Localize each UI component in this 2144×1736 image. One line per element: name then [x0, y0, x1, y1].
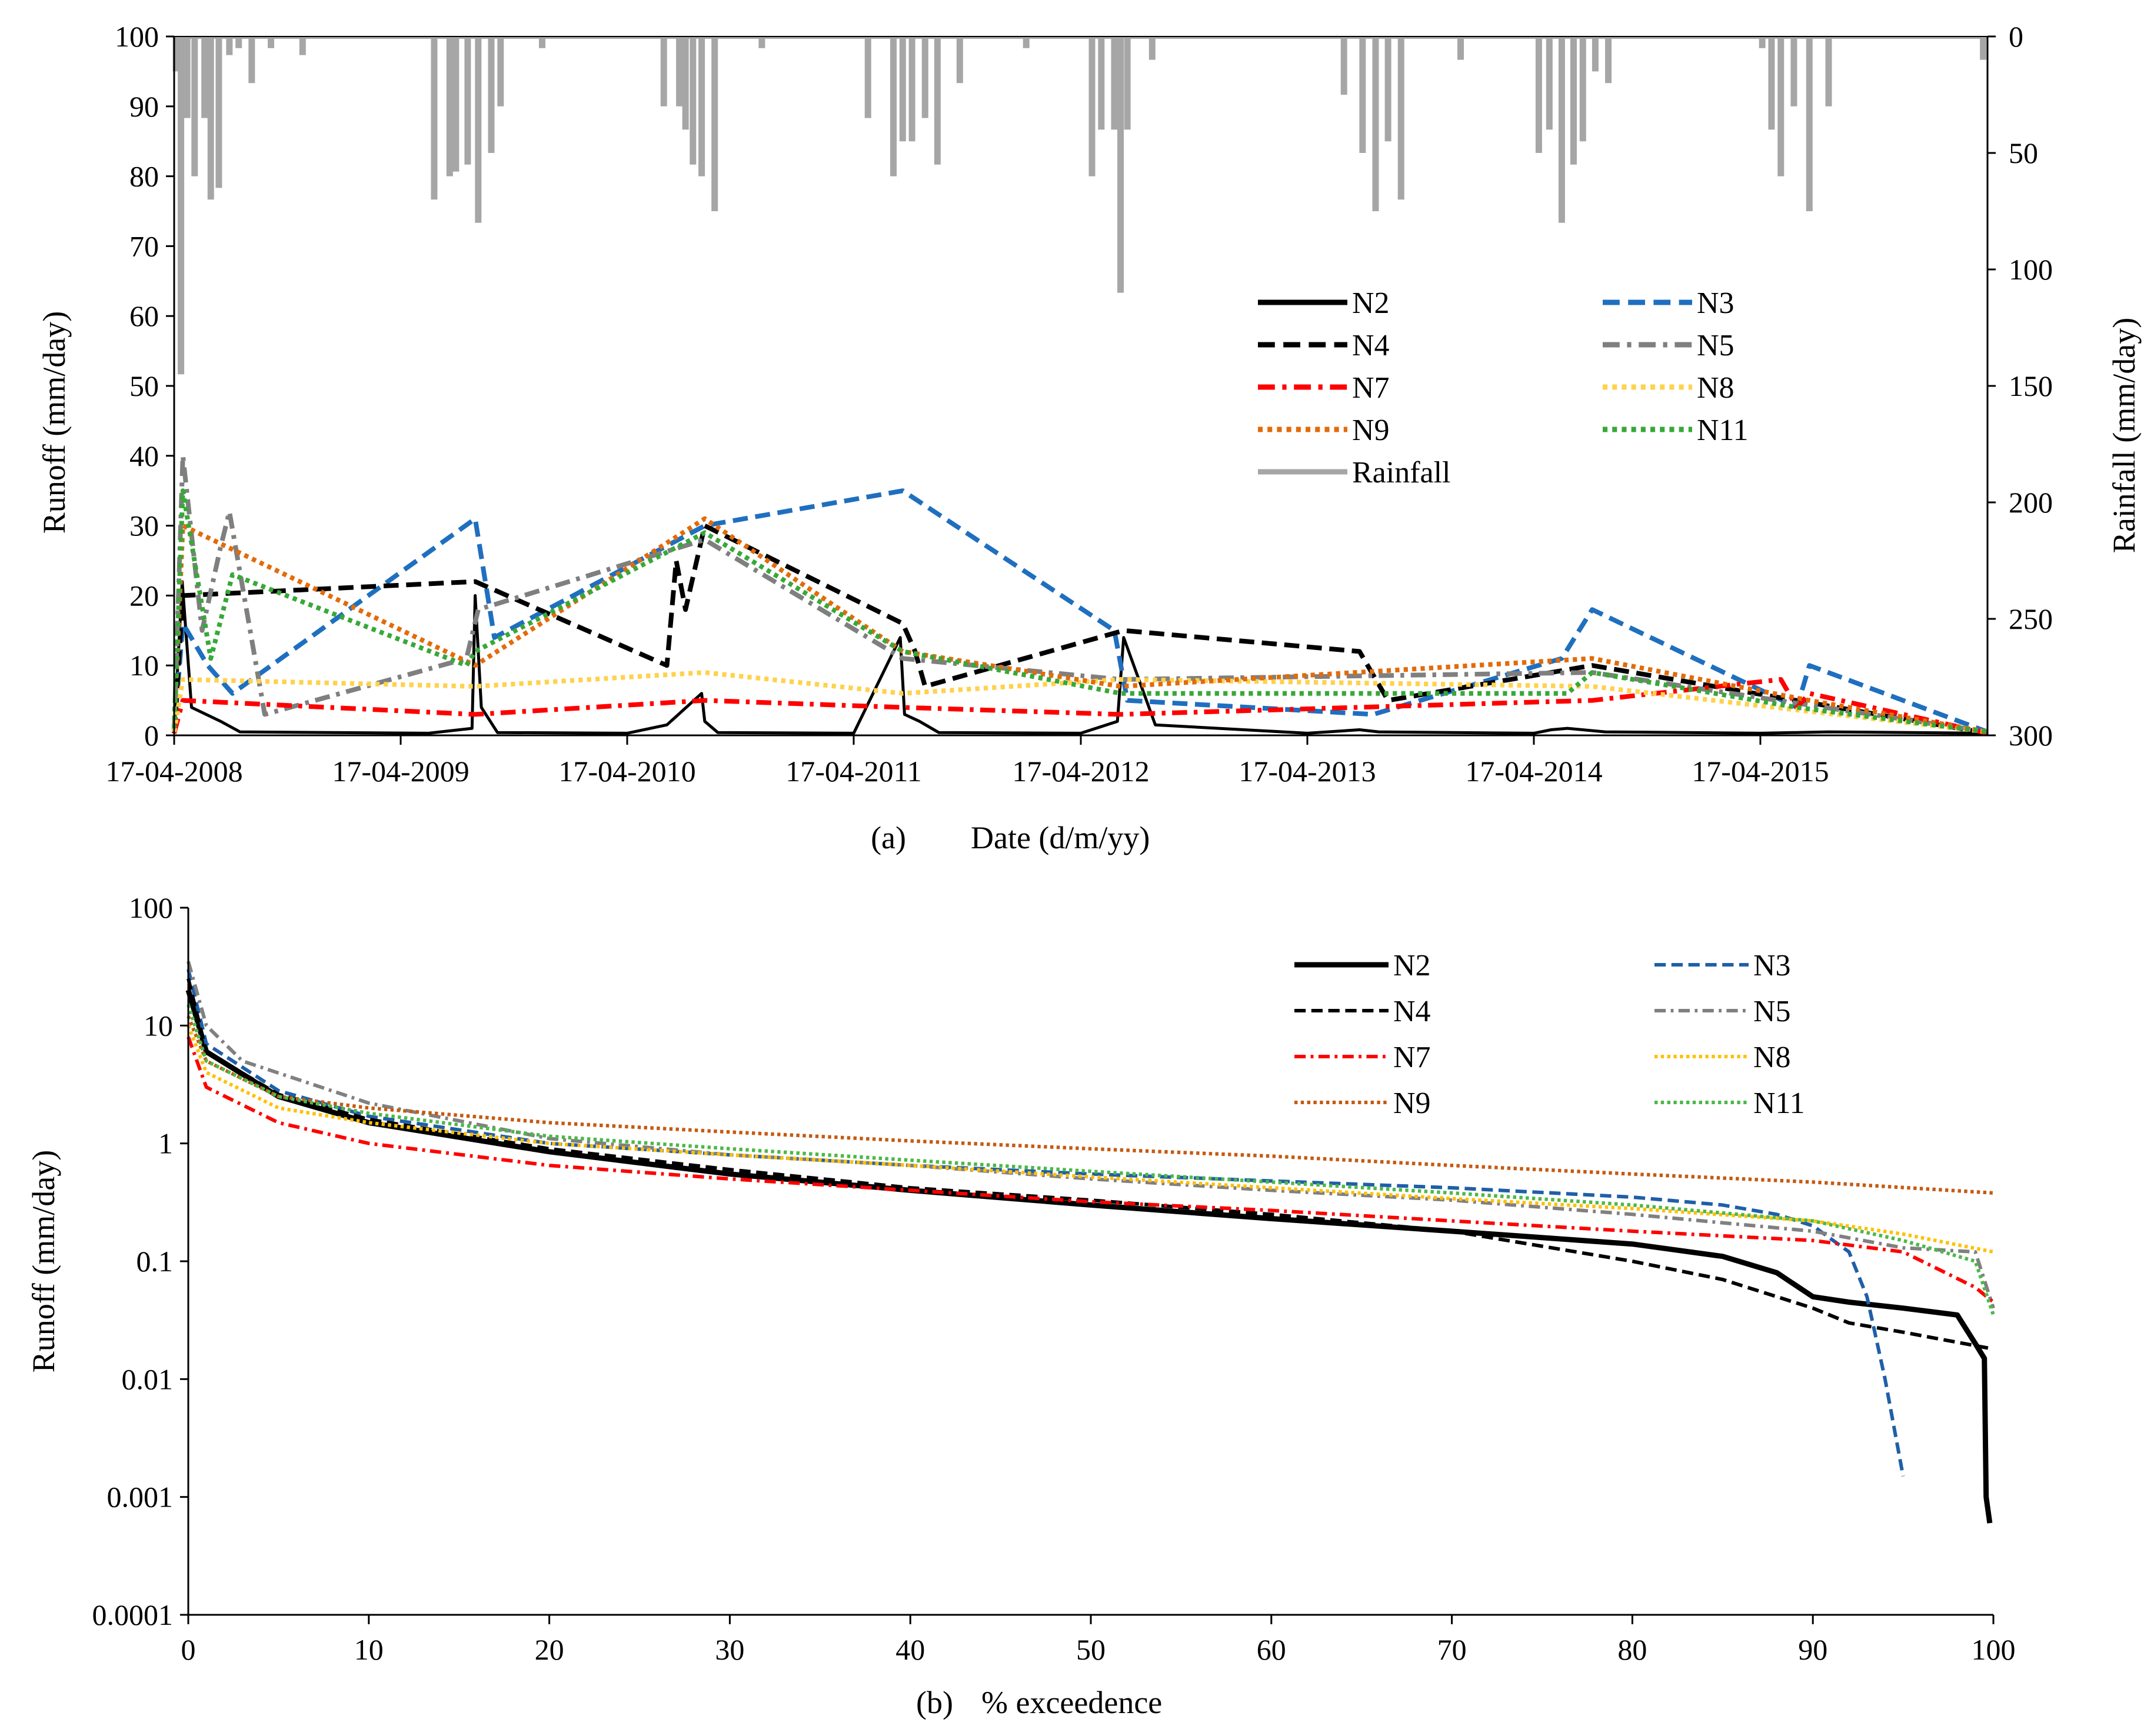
rainfall-baseline [174, 36, 1987, 39]
legend-label-n4: N4 [1352, 329, 1390, 362]
fdc-line-n2 [185, 989, 1993, 1524]
panel-a-y2-tick-label: 300 [2009, 719, 2053, 752]
panel-a-y-tick-label: 0 [144, 719, 159, 752]
panel-a-y-tick-label: 90 [129, 90, 159, 123]
panel-a-legend: N2 N3 N4 N5 N7 N8 N9 N11 Rainfall [1258, 286, 1749, 489]
fdc-line-n5 [187, 961, 1995, 1309]
panel-a-y-tick-label: 70 [129, 229, 159, 262]
series-line-n11 [172, 488, 1988, 735]
panel-b-legend: N2 N3 N4 N5 N7 N8 N9 N11 [1294, 949, 1805, 1120]
panel-b-y-tick-label: 10 [144, 1009, 173, 1042]
panel-a-x-tick-label: 17-04-2013 [1239, 755, 1376, 788]
panel-b-caption-letter: (b) [916, 1685, 953, 1720]
panel-a-y-tick-label: 10 [129, 649, 159, 682]
series-line-n5 [172, 453, 1988, 735]
series-line-n4 [172, 523, 1988, 736]
panel-a-x-tick-label: 17-04-2009 [332, 755, 469, 788]
panel-a-y2-tick-label: 150 [2009, 369, 2053, 402]
legend-label-n9: N9 [1393, 1087, 1431, 1120]
panel-b-y-tick-label: 1 [158, 1127, 173, 1160]
fdc-line-n8 [187, 1025, 1994, 1254]
legend-label-n2: N2 [1393, 949, 1431, 982]
legend-label-n8: N8 [1697, 371, 1734, 405]
panel-b-x-tick-label: 50 [1076, 1633, 1106, 1666]
series-line-n2 [172, 580, 1988, 735]
fdc-line-n7 [187, 1036, 1995, 1304]
panel-b-y-axis-title: Runoff (mm/day) [26, 1150, 61, 1372]
series-line-n8 [172, 670, 1988, 735]
series-line-n3 [172, 488, 1989, 734]
panel-a-y2-tick-label: 50 [2009, 136, 2038, 169]
panel-b-x-tick-label: 100 [1972, 1633, 2016, 1666]
panel-a-y-tick-label: 30 [129, 509, 159, 542]
panel-a-x-tick-label: 17-04-2008 [105, 755, 242, 788]
panel-a-x-axis-title: Date (d/m/yy) [971, 820, 1150, 855]
panel-a-runoff-rainfall-chart: 0 10 20 30 40 50 60 70 80 90 100 0 50 100 150 200 250 300… [36, 20, 2142, 855]
legend-label-n11: N11 [1697, 414, 1749, 447]
panel-b-x-tick-label: 0 [181, 1633, 196, 1666]
legend-label-n7: N7 [1393, 1041, 1431, 1074]
panel-a-x-tick-label: 17-04-2015 [1692, 755, 1829, 788]
panel-b-y-tick-label: 0.01 [122, 1362, 174, 1395]
fdc-line-n9 [187, 1015, 1994, 1195]
panel-a-y-tick-label: 80 [129, 160, 159, 193]
panel-b-flow-duration-chart: 0.0001 0.001 0.01 0.1 1 10 100 0 10 20 30 40 50 60 70 8… [26, 891, 2016, 1720]
panel-b-y-tick-label: 0.1 [137, 1245, 174, 1278]
legend-label-rainfall: Rainfall [1352, 456, 1451, 489]
legend-label-n8: N8 [1753, 1041, 1791, 1074]
panel-a-y2-tick-label: 100 [2009, 253, 2053, 286]
panel-b-x-tick-label: 20 [535, 1633, 564, 1666]
panel-a-y-tick-label: 60 [129, 299, 159, 332]
legend-label-n5: N5 [1697, 329, 1734, 362]
panel-b-x-tick-label: 60 [1257, 1633, 1286, 1666]
fdc-line-n11 [187, 1004, 1995, 1316]
panel-a-y-tick-label: 100 [115, 20, 159, 53]
panel-a-y-tick-label: 50 [129, 369, 159, 402]
legend-label-n11: N11 [1753, 1087, 1805, 1120]
panel-a-y2-axis-title: Rainfall (mm/day) [2106, 318, 2142, 553]
panel-a-y2-tick-label: 250 [2009, 602, 2053, 635]
panel-a-x-tick-label: 17-04-2014 [1465, 755, 1602, 788]
panel-b-x-tick-label: 70 [1437, 1633, 1467, 1666]
legend-label-n7: N7 [1352, 371, 1390, 405]
series-line-n9 [172, 516, 1988, 735]
panel-a-y-tick-label: 20 [129, 579, 159, 612]
panel-b-x-axis-title: % exceedence [981, 1685, 1162, 1720]
panel-b-x-tick-label: 40 [895, 1633, 925, 1666]
panel-b-y-tick-label: 100 [129, 891, 173, 924]
legend-label-n9: N9 [1352, 414, 1390, 447]
panel-b-y-tick-label: 0.0001 [92, 1598, 174, 1631]
panel-b-x-tick-label: 80 [1617, 1633, 1647, 1666]
panel-a-y2-tick-label: 200 [2009, 486, 2053, 519]
panel-a-y-tick-label: 40 [129, 439, 159, 472]
panel-b-x-tick-label: 30 [715, 1633, 744, 1666]
series-line-n7 [172, 677, 1988, 736]
legend-label-n3: N3 [1753, 949, 1791, 982]
panel-a-y2-tick-label: 0 [2009, 20, 2023, 53]
panel-a-caption-letter: (a) [871, 820, 906, 855]
panel-b-y-tick-label: 0.001 [107, 1481, 174, 1514]
panel-a-y-axis-title: Runoff (mm/day) [36, 311, 72, 534]
legend-label-n2: N2 [1352, 286, 1390, 320]
panel-b-x-tick-label: 10 [354, 1633, 384, 1666]
legend-label-n3: N3 [1697, 286, 1734, 320]
legend-label-n4: N4 [1393, 995, 1431, 1028]
panel-a-x-tick-label: 17-04-2012 [1012, 755, 1149, 788]
panel-b-x-tick-label: 90 [1798, 1633, 1827, 1666]
legend-label-n5: N5 [1753, 995, 1791, 1028]
panel-a-x-tick-label: 17-04-2011 [785, 755, 921, 788]
panel-a-x-tick-label: 17-04-2010 [558, 755, 695, 788]
